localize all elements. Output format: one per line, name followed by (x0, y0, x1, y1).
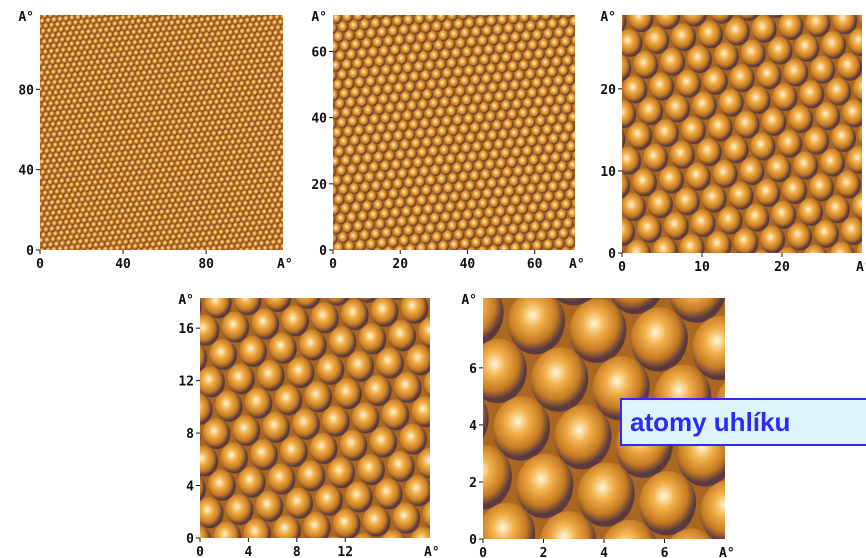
y-tick-label: 12 (178, 375, 194, 390)
stm-figure: 0408004080A°A°02040600204060A°A°01020010… (0, 0, 866, 558)
x-unit: A° (856, 260, 866, 275)
stm-image (333, 15, 575, 250)
x-tick-label: 0 (36, 257, 44, 272)
y-tick-label: 80 (18, 83, 34, 98)
x-unit: A° (424, 545, 440, 558)
y-tick-label: 40 (18, 164, 34, 179)
y-unit: A° (311, 10, 327, 25)
x-tick-label: 8 (293, 545, 301, 558)
x-tick-label: 2 (540, 546, 548, 558)
y-unit: A° (461, 293, 477, 308)
x-tick-label: 4 (245, 545, 253, 558)
x-unit: A° (277, 257, 293, 272)
stm-image (622, 15, 862, 253)
x-tick-label: 0 (329, 257, 337, 272)
y-tick-label: 0 (26, 244, 34, 259)
y-tick-label: 0 (186, 532, 194, 547)
x-tick-label: 12 (337, 545, 353, 558)
y-tick-label: 0 (608, 247, 616, 262)
x-tick-label: 0 (618, 260, 626, 275)
y-tick-label: 4 (186, 480, 194, 495)
y-tick-label: 6 (469, 362, 477, 377)
x-tick-label: 4 (600, 546, 608, 558)
x-tick-label: 60 (527, 257, 543, 272)
y-tick-label: 60 (311, 45, 327, 60)
y-tick-label: 10 (600, 165, 616, 180)
page: 0408004080A°A°02040600204060A°A°01020010… (0, 0, 866, 558)
y-tick-label: 40 (311, 112, 327, 127)
x-unit: A° (569, 257, 585, 272)
y-tick-label: 20 (311, 178, 327, 193)
x-tick-label: 6 (661, 546, 669, 558)
y-unit: A° (600, 10, 616, 25)
x-tick-label: 0 (196, 545, 204, 558)
y-tick-label: 16 (178, 322, 194, 337)
stm-image (200, 298, 430, 538)
figure: 0408004080A°A°02040600204060A°A°01020010… (0, 0, 866, 558)
x-unit: A° (719, 546, 735, 558)
x-tick-label: 80 (198, 257, 214, 272)
y-unit: A° (178, 293, 194, 308)
y-tick-label: 0 (469, 533, 477, 548)
y-tick-label: 20 (600, 83, 616, 98)
x-tick-label: 10 (694, 260, 710, 275)
y-tick-label: 8 (186, 427, 194, 442)
y-tick-label: 2 (469, 476, 477, 491)
x-tick-label: 0 (479, 546, 487, 558)
x-tick-label: 20 (774, 260, 790, 275)
x-tick-label: 40 (115, 257, 131, 272)
stm-image (40, 15, 283, 250)
y-unit: A° (18, 10, 34, 25)
y-tick-label: 0 (319, 244, 327, 259)
x-tick-label: 20 (392, 257, 408, 272)
annotation: atomy uhlíku (620, 398, 866, 446)
y-tick-label: 4 (469, 419, 477, 434)
x-tick-label: 40 (460, 257, 476, 272)
